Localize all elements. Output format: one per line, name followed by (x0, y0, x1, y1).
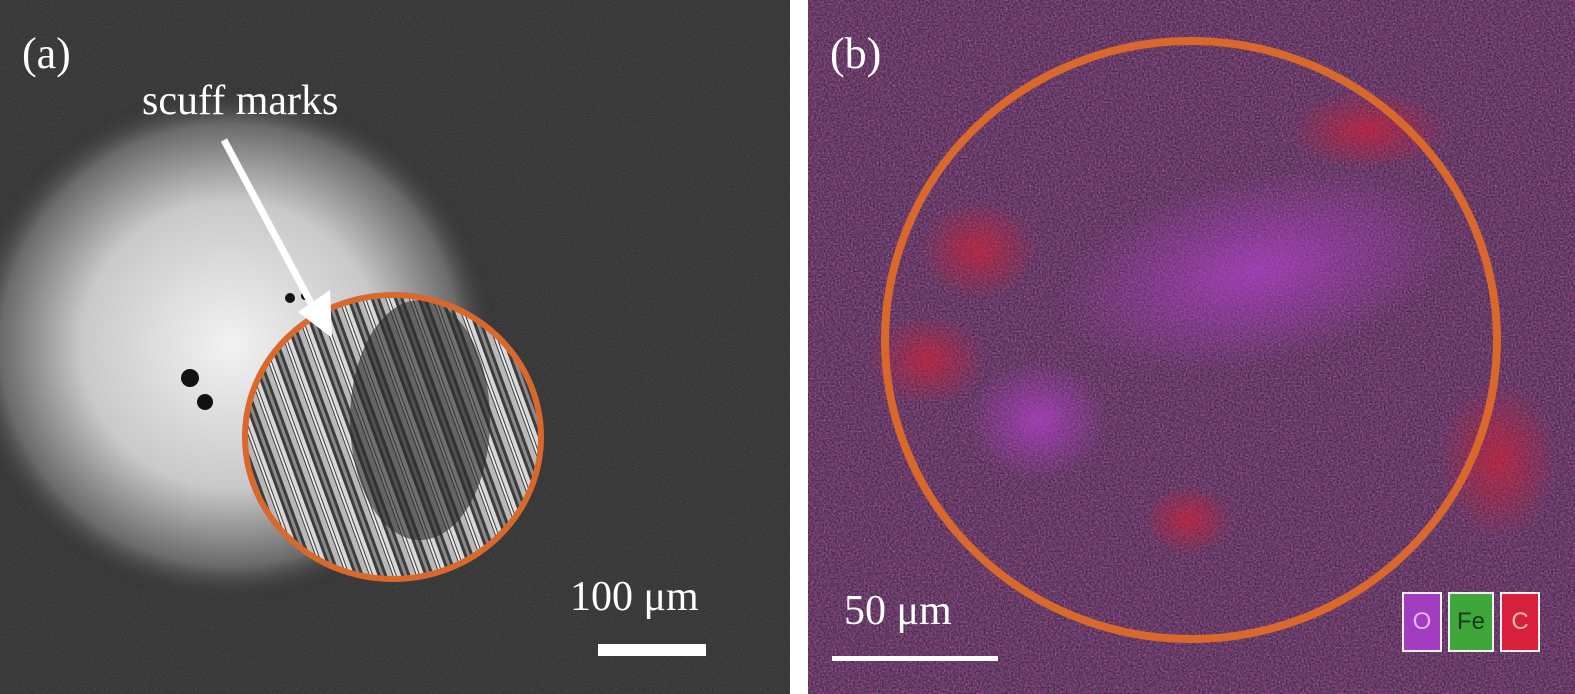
scale-bar-label-a: 100 μm (570, 574, 699, 620)
micrograph-a-image (0, 0, 790, 694)
micrograph-panel-a: (a) scuff marks 100 μm (0, 0, 790, 694)
scale-bar-label-b: 50 μm (844, 588, 952, 634)
wear-circle-b (881, 37, 1501, 643)
arrow-icon (220, 138, 332, 338)
legend-carbon: C (1500, 592, 1540, 652)
panel-b-label: (b) (830, 29, 882, 78)
oxygen-rich-region (968, 168, 1455, 480)
legend-oxygen: O (1402, 592, 1442, 652)
wear-circle-a (242, 292, 544, 582)
eds-map-panel-b: (b) 50 μm O Fe C (808, 0, 1575, 694)
eds-map-image (808, 0, 1575, 694)
scale-bar-a (598, 644, 706, 656)
legend-iron: Fe (1448, 592, 1494, 652)
wear-scar (245, 295, 541, 579)
scale-bar-b (832, 656, 998, 661)
scuff-marks-annotation: scuff marks (142, 78, 339, 124)
panel-a-label: (a) (22, 29, 71, 78)
carbon-rich-spots (868, 90, 1558, 555)
